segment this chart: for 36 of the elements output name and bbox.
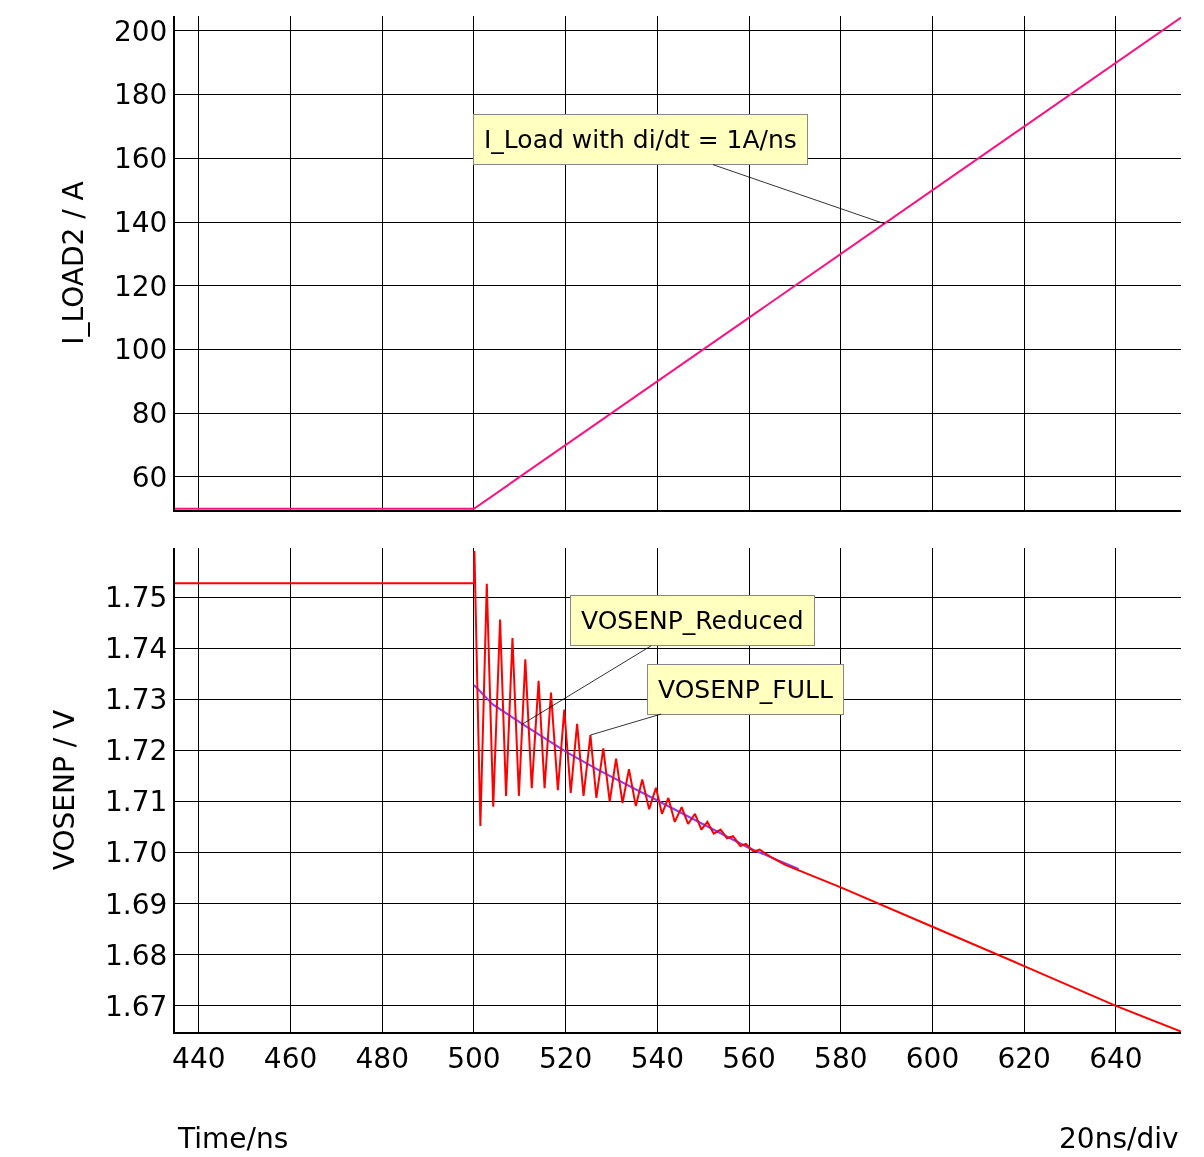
- y-tick-label: 1.67: [105, 989, 168, 1023]
- x-tick-label: 460: [263, 1041, 318, 1075]
- x-tick-label: 440: [172, 1041, 226, 1075]
- x-tick-label: 600: [905, 1041, 960, 1075]
- y-tick-label: 140: [113, 205, 168, 239]
- y-tick-label: 1.75: [105, 580, 168, 614]
- y-axis-title: VOSENP / V: [48, 709, 82, 871]
- y-tick-label: 1.74: [105, 631, 168, 665]
- y-tick-label: 180: [113, 78, 168, 112]
- y-tick-label: 120: [113, 269, 168, 303]
- annotation: VOSENP_Reduced: [581, 606, 804, 635]
- x-tick-label: 560: [722, 1041, 776, 1075]
- y-tick-label: 60: [131, 460, 168, 494]
- line-series: [175, 550, 1181, 1032]
- x-tick-label: 500: [447, 1041, 501, 1075]
- y-tick-label: 1.72: [105, 734, 168, 768]
- x-tick-label: 640: [1089, 1041, 1143, 1075]
- y-tick-label: 80: [131, 396, 168, 430]
- x-axis-title: Time/ns: [177, 1122, 289, 1155]
- x-tick-label: 480: [355, 1041, 409, 1075]
- y-axis-title: I_LOAD2 / A: [57, 181, 91, 345]
- y-tick-label: 1.68: [105, 938, 168, 972]
- annotation: I_Load with di/dt = 1A/ns: [484, 125, 797, 154]
- y-tick-label: 1.70: [105, 836, 168, 870]
- y-tick-label: 100: [113, 333, 168, 367]
- y-tick-label: 1.71: [105, 785, 168, 819]
- y-tick-label: 1.73: [105, 683, 168, 717]
- y-tick-label: 200: [113, 14, 168, 48]
- y-tick-label: 160: [113, 142, 168, 176]
- x-tick-label: 580: [814, 1041, 868, 1075]
- y-tick-label: 1.69: [105, 887, 168, 921]
- text: 20ns/div: [1059, 1122, 1179, 1155]
- annotation: VOSENP_FULL: [658, 675, 833, 704]
- x-tick-label: 540: [630, 1041, 685, 1075]
- x-tick-label: 620: [997, 1041, 1051, 1075]
- x-tick-label: 520: [538, 1041, 593, 1075]
